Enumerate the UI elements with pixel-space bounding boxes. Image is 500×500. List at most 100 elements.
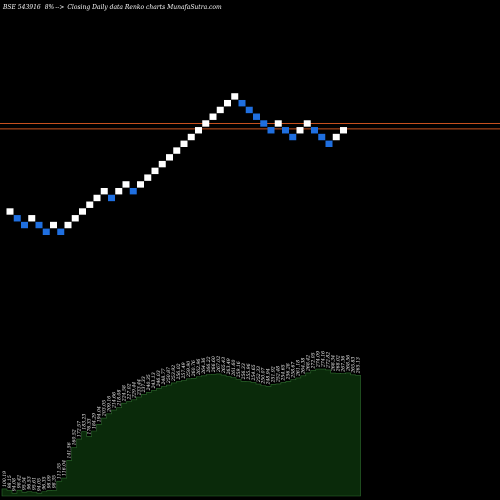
arrow-label: --> — [55, 4, 64, 11]
volume-label: 194.04 — [96, 406, 102, 422]
volume-label: 266.60 — [211, 356, 217, 373]
volume-label: 254.65 — [281, 364, 287, 381]
renko-brick-up — [100, 187, 108, 195]
volume-label: 259.16 — [236, 361, 242, 378]
renko-brick-down — [238, 99, 246, 107]
volume-label: 253.92 — [171, 365, 177, 382]
volume-label: 116.04 — [62, 460, 68, 476]
volume-label: 96.35 — [42, 476, 48, 489]
volume-label: 267.36 — [340, 356, 346, 373]
volume-label: 233.44 — [136, 379, 142, 396]
volume-label: 218.08 — [116, 390, 122, 407]
renko-brick-down — [289, 133, 297, 141]
renko-brick-up — [166, 154, 173, 161]
volume-label: 262.96 — [196, 359, 202, 376]
volume-label: 274.09 — [316, 351, 322, 368]
renko-brick-down — [42, 228, 50, 236]
volume-label: 252.33 — [256, 366, 262, 383]
volume-label: 256.28 — [286, 363, 292, 380]
volume-label: 95.61 — [32, 477, 38, 490]
volume-label: 229.44 — [131, 382, 137, 399]
renko-brick-up — [6, 208, 14, 215]
volume-label: 98.15 — [7, 475, 13, 488]
renko-brick-down — [57, 228, 65, 236]
volume-label: 259.90 — [186, 361, 192, 378]
renko-bricks — [6, 93, 347, 236]
renko-brick-down — [253, 113, 260, 120]
renko-brick-down — [245, 106, 253, 114]
volume-label: 248.77 — [161, 368, 167, 385]
volume-label: 214.66 — [111, 392, 117, 409]
volume-label: 183.23 — [81, 414, 87, 430]
ticker-label: BSE 543916 — [2, 4, 41, 11]
volume-label: 224.58 — [121, 385, 127, 402]
reference-lines — [0, 122, 500, 130]
renko-brick-up — [93, 194, 101, 202]
volume-label: 95.54 — [22, 477, 28, 490]
volume-label: 237.33 — [141, 376, 147, 393]
volume-label: 272.82 — [326, 352, 332, 369]
volume-label: 255.96 — [246, 363, 252, 380]
renko-brick-up — [209, 113, 217, 120]
renko-brick-up — [158, 160, 166, 168]
volume-label: 257.49 — [181, 362, 187, 379]
renko-brick-up — [180, 140, 188, 147]
renko-brick-up — [224, 99, 231, 107]
renko-brick-down — [108, 194, 115, 202]
renko-brick-up — [216, 106, 224, 114]
renko-brick-down — [21, 221, 28, 229]
renko-brick-up — [202, 120, 210, 127]
renko-brick-up — [79, 208, 86, 215]
volume-label: 240.35 — [146, 374, 152, 391]
volume-label: 266.22 — [206, 356, 212, 373]
volume-label: 98.42 — [17, 475, 23, 488]
renko-brick-down — [13, 215, 21, 222]
renko-brick-down — [318, 133, 326, 141]
renko-brick-up — [86, 201, 94, 208]
renko-brick-up — [50, 221, 57, 229]
volume-label: 265.13 — [355, 357, 361, 374]
renko-brick-up — [71, 215, 79, 222]
renko-brick-up — [115, 187, 123, 195]
volume-label: 258.67 — [291, 362, 297, 379]
volume-label: 250.87 — [166, 367, 172, 384]
volume-label: 94.08 — [12, 478, 18, 491]
volume-label: 227.02 — [126, 383, 132, 400]
renko-brick-up — [332, 133, 340, 141]
volume-label: 203.05 — [101, 400, 107, 417]
volume-label: 184.29 — [91, 413, 97, 429]
renko-brick-up — [274, 120, 282, 127]
renko-brick-down — [260, 120, 268, 127]
renko-brick-up — [173, 147, 181, 154]
renko-brick-up — [28, 215, 36, 222]
renko-brick-up — [231, 93, 239, 100]
volume-label: 250.07 — [261, 367, 267, 384]
volume-label: 261.18 — [296, 360, 302, 377]
chart-header: BSE 543916 8%--> Closing Daily data Renko … — [2, 4, 222, 11]
renko-brick-up — [195, 127, 202, 134]
volume-label: 261.60 — [231, 360, 237, 377]
volume-label: 268.56 — [345, 355, 351, 372]
volume-label: 172.57 — [77, 421, 83, 437]
volume-label: 94.05 — [37, 478, 43, 491]
volume-label: 248.94 — [266, 368, 272, 385]
volume-label: 264.36 — [201, 358, 207, 375]
volume-label: 246.03 — [156, 370, 162, 387]
renko-brick-up — [64, 221, 72, 229]
volume-label: 268.42 — [306, 355, 312, 372]
renko-brick-down — [129, 187, 137, 195]
volume-label: 265.43 — [221, 357, 227, 374]
renko-brick-down — [35, 221, 43, 229]
renko-brick-up — [296, 127, 304, 134]
volume-label: 252.48 — [276, 366, 282, 383]
renko-brick-down — [325, 140, 333, 147]
renko-brick-down — [282, 127, 289, 134]
volume-label: 265.83 — [350, 357, 356, 374]
volume-label: 274.16 — [321, 351, 327, 368]
volume-label: 263.49 — [226, 358, 232, 375]
renko-brick-up — [137, 181, 144, 188]
renko-brick-up — [340, 127, 347, 134]
description-label: Closing Daily data Renko charts MunafaSu… — [67, 4, 222, 11]
